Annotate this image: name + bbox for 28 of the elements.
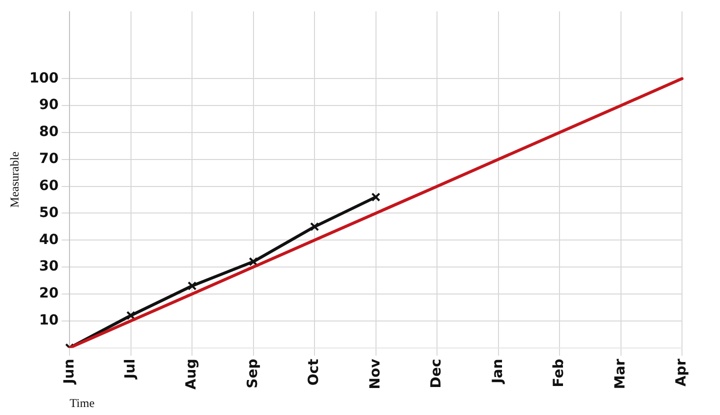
y-tick-label: 50 xyxy=(39,204,59,221)
point xyxy=(310,222,320,232)
point xyxy=(248,257,258,266)
y-tick-label: 60 xyxy=(39,178,59,194)
x-tick-label: Apr xyxy=(674,358,690,387)
y-tick-label: 90 xyxy=(39,97,59,114)
point xyxy=(126,310,136,320)
y-tick-label: 100 xyxy=(29,70,59,86)
x-tick-label: Dec xyxy=(428,358,445,388)
x-tick-label: Feb xyxy=(551,358,568,388)
x-tick-label: Aug xyxy=(184,358,200,390)
x-tick-label: Jan xyxy=(490,358,506,384)
y-tick-label: 10 xyxy=(39,312,59,329)
point xyxy=(188,281,197,290)
x-tick-label: Sep xyxy=(244,358,261,388)
y-axis-title: Measurable xyxy=(7,152,22,208)
y-tick-label: 80 xyxy=(39,124,59,140)
y-tick-label: 20 xyxy=(39,286,59,302)
y-tick-label: 30 xyxy=(39,258,59,275)
x-tick-label: Jun xyxy=(61,358,78,385)
y-tick-label: 70 xyxy=(39,151,59,168)
x-tick-label: Jul xyxy=(122,358,138,380)
x-tick-label: Mar xyxy=(612,358,628,390)
y-tick-label: 40 xyxy=(39,232,59,248)
point xyxy=(371,192,380,202)
x-tick-label: Oct xyxy=(306,358,322,386)
x-axis-title: Time xyxy=(70,396,95,410)
x-tick-label: Nov xyxy=(367,358,384,390)
